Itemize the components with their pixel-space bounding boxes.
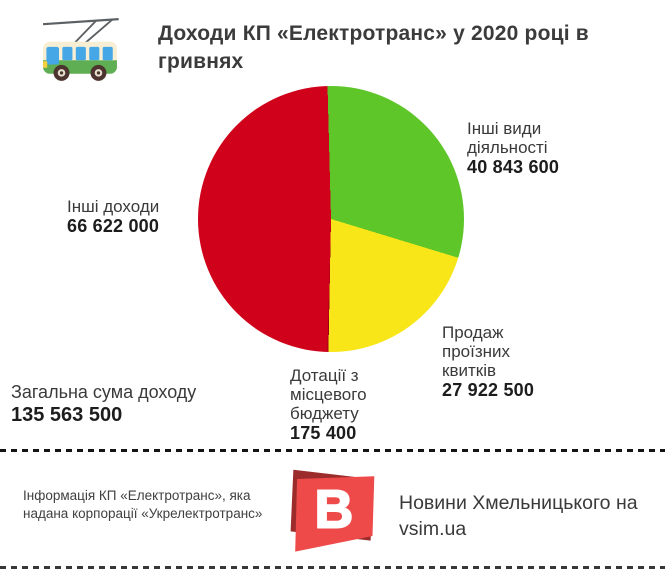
total-label: Загальна сума доходу	[11, 382, 197, 402]
dashed-separator	[0, 449, 665, 452]
total-income: Загальна сума доходу 135 563 500	[11, 381, 271, 427]
svg-text:B: B	[315, 481, 354, 540]
slice-value: 66 622 000	[67, 216, 160, 236]
slice-label-text: Інші доходи	[67, 197, 160, 216]
pie-label-ticket-sales: Продаж проїзних квитків 27 922 500	[442, 323, 542, 400]
brand-text: Новини Хмельницького на vsim.ua	[399, 492, 638, 540]
trolleybus-icon	[42, 18, 119, 81]
slice-label-text: Інші види діяльності	[467, 119, 548, 157]
slice-label-text: Дотації з місцевого бюджету	[290, 366, 367, 423]
slice-value: 27 922 500	[442, 380, 535, 400]
slice-value: 40 843 600	[467, 157, 560, 177]
slice-label-text: Продаж проїзних квитків	[442, 323, 511, 380]
total-value: 135 563 500	[11, 404, 123, 426]
slice-value: 175 400	[290, 423, 357, 443]
dashed-separator-bottom	[0, 566, 665, 569]
vsim-b-logo: B	[290, 469, 375, 552]
page-title: Доходи КП «Електротранс» у 2020 році в г…	[158, 22, 589, 73]
pie-label-budget-subsidy: Дотації з місцевого бюджету 175 400	[290, 366, 395, 443]
pie-chart	[198, 86, 464, 352]
pie-label-other-income: Інші доходи 66 622 000	[67, 197, 217, 236]
source-note: Інформація КП «Електротранс», яка надана…	[23, 488, 263, 521]
pie-label-other-activities: Інші види діяльності 40 843 600	[467, 119, 577, 177]
